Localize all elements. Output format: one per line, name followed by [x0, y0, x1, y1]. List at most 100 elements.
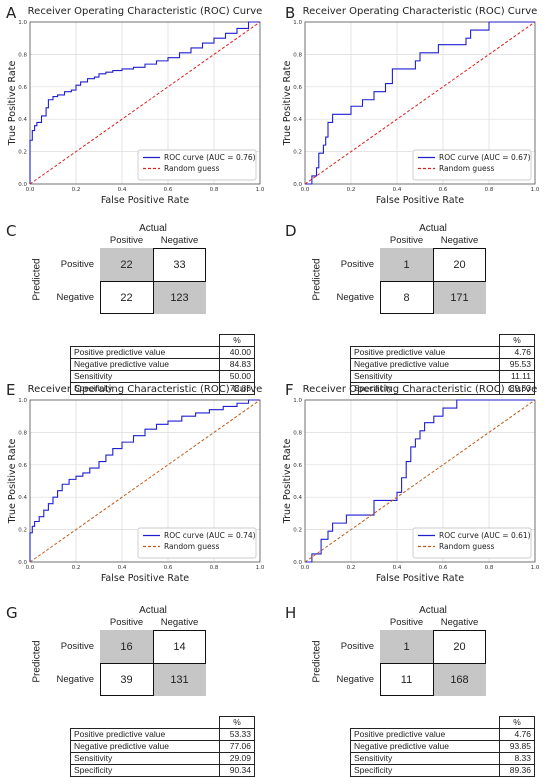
column-header-negative: Negative	[440, 235, 479, 246]
metric-value: 53.33	[219, 728, 255, 741]
y-tick-label: 1.0	[18, 20, 27, 26]
random-guess-line	[29, 399, 261, 563]
y-axis-label: True Positive Rate	[7, 439, 18, 525]
y-tick-label: 0.0	[293, 560, 302, 566]
percent-header: %	[499, 334, 535, 347]
percent-header: %	[219, 334, 255, 347]
x-tick-label: 0.4	[393, 565, 402, 571]
roc-chart-b-svg: 0.00.00.20.20.40.40.60.60.80.81.01.0Rece…	[282, 6, 540, 206]
x-tick-label: 0.4	[393, 187, 402, 193]
predicted-header: Predicted	[31, 258, 43, 301]
metrics-row: Specificity 89.36	[350, 764, 535, 777]
confusion-matrix-g: Actual Positive Negative Positive Negative Pr…	[0, 604, 275, 777]
roc-chart-f: 0.0 0.0 0.2 0.2 0.4 0.4 0.6 0.6 0.8 0.8 1.0 1.0 Rece…	[275, 378, 550, 593]
legend-entry: ROC curve (AUC = 0.76)	[164, 153, 256, 162]
metric-value: 95.53	[499, 358, 535, 371]
metric-value: 50.00	[219, 370, 255, 383]
legend-box	[137, 149, 257, 181]
metric-value: 89.36	[499, 764, 535, 777]
random-guess-line	[304, 21, 536, 185]
x-tick-label: 0.2	[347, 187, 356, 193]
metrics-row: Sensitivity 50.00	[70, 370, 255, 383]
cell-false-negative: 39	[120, 673, 133, 686]
cell-false-negative: 22	[120, 291, 133, 304]
percent-header: %	[499, 716, 535, 729]
legend-box	[412, 149, 532, 181]
metric-name: Specificity	[70, 764, 220, 777]
panel-label-a: A	[6, 4, 17, 22]
y-axis-label: True Positive Rate	[282, 439, 293, 525]
metrics-row: Sensitivity 11.11	[350, 370, 535, 383]
row-header-negative: Negative	[56, 673, 95, 685]
metric-value: 29.09	[219, 752, 255, 765]
x-tick-label: 0.6	[439, 187, 448, 193]
metrics-row: Negative predictive value 84.83	[70, 358, 255, 371]
panel-label-h: H	[285, 604, 297, 622]
metric-value: 84.83	[219, 358, 255, 371]
y-tick-label: 0.6	[293, 463, 302, 469]
x-tick-label: 0.6	[439, 565, 448, 571]
metrics-header-blank	[351, 717, 500, 729]
cell-false-positive: 20	[453, 258, 466, 271]
cell-false-positive: 33	[173, 258, 186, 271]
cell-true-positive: 1	[380, 630, 433, 663]
x-tick-label: 1.0	[256, 565, 265, 571]
metrics-row: Sensitivity 8.33	[350, 752, 535, 765]
metric-value: 11.11	[499, 370, 535, 383]
metric-value: 89.53	[499, 382, 535, 395]
metrics-table: % Positive predictive value 40.00 Negative …	[70, 334, 255, 395]
plot-frame	[29, 21, 261, 185]
x-tick-label: 0.0	[301, 565, 310, 571]
metrics-table: % Positive predictive value 53.33 Negative …	[70, 716, 255, 777]
x-tick-label: 0.4	[118, 565, 127, 571]
metrics-header-row: %	[351, 716, 535, 729]
metric-name: Positive predictive value	[350, 728, 500, 741]
metrics-row: Sensitivity 29.09	[70, 752, 255, 765]
column-header-negative: Negative	[440, 617, 479, 628]
y-tick-label: 0.0	[18, 560, 27, 566]
metric-name: Positive predictive value	[70, 728, 220, 741]
x-tick-label: 0.6	[164, 187, 173, 193]
y-tick-label: 0.6	[293, 85, 302, 91]
x-tick-label: 0.8	[210, 187, 219, 193]
legend-entry: Random guess	[439, 164, 494, 173]
y-tick-label: 1.0	[293, 20, 302, 26]
metric-name: Specificity	[350, 764, 500, 777]
metrics-row: Positive predictive value 40.00	[70, 346, 255, 359]
metrics-header-row: %	[71, 334, 255, 347]
roc-chart-e-svg: 0.00.00.20.20.40.40.60.60.80.81.01.0Rece…	[7, 384, 265, 584]
cell-true-negative: 171	[433, 281, 486, 314]
cell-false-negative: 11	[400, 673, 413, 686]
row-header-negative: Negative	[336, 673, 375, 685]
column-header-negative: Negative	[160, 235, 199, 246]
x-tick-label: 1.0	[256, 187, 265, 193]
cell-true-negative: 131	[153, 663, 206, 696]
chart-title: Receiver Operating Characteristic (ROC) …	[28, 6, 263, 17]
metric-name: Sensitivity	[70, 752, 220, 765]
y-axis-label: True Positive Rate	[7, 61, 18, 147]
x-tick-label: 0.4	[118, 187, 127, 193]
metric-name: Sensitivity	[350, 752, 500, 765]
metrics-row: Positive predictive value 4.76	[350, 728, 535, 741]
metric-value: 4.76	[499, 346, 535, 359]
y-tick-label: 0.6	[18, 85, 27, 91]
metrics-row: Negative predictive value 77.06	[70, 740, 255, 753]
matrix-divider-v	[433, 630, 434, 696]
metrics-row: Specificity 78.85	[70, 382, 255, 395]
cell-true-positive: 16	[100, 630, 153, 663]
y-tick-label: 1.0	[18, 398, 27, 404]
legend-box	[137, 527, 257, 559]
x-tick-label: 0.8	[210, 565, 219, 571]
cell-true-negative: 123	[153, 281, 206, 314]
metric-value: 93.85	[499, 740, 535, 753]
metrics-row: Negative predictive value 93.85	[350, 740, 535, 753]
y-tick-label: 0.0	[293, 182, 302, 188]
x-axis-label: False Positive Rate	[376, 195, 464, 206]
y-tick-label: 0.8	[18, 430, 27, 436]
panel-label-d: D	[285, 222, 297, 240]
matrix-divider-v	[153, 630, 154, 696]
y-tick-label: 0.4	[18, 495, 27, 501]
plot-frame	[304, 399, 536, 563]
metric-value: 90.34	[219, 764, 255, 777]
column-header-negative: Negative	[160, 617, 199, 628]
